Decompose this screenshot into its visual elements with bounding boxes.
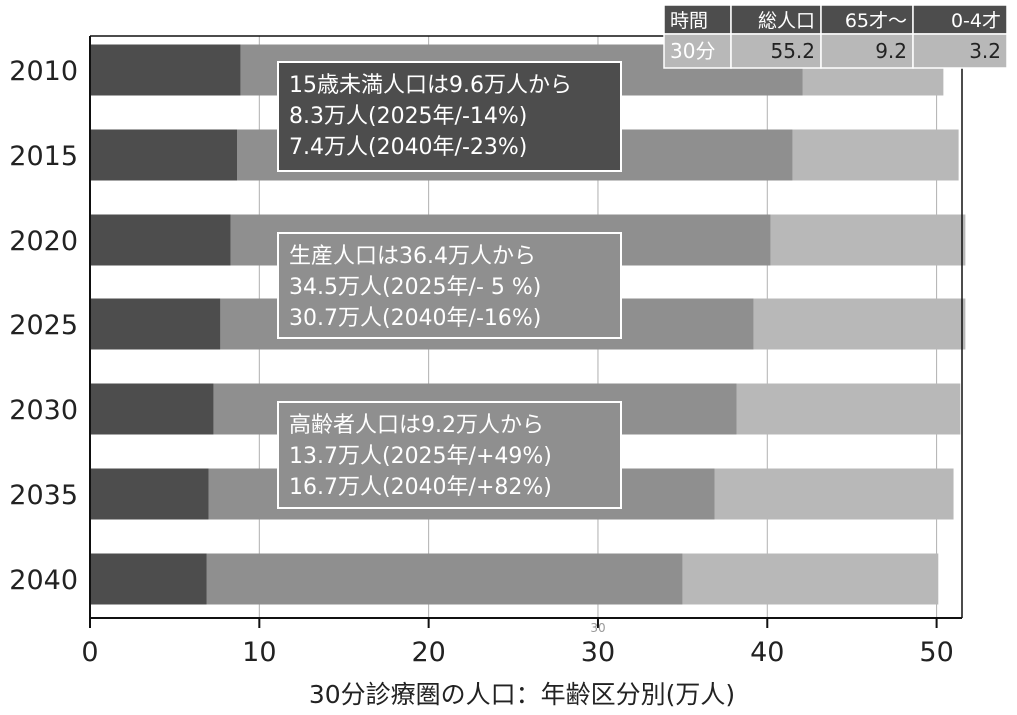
summary-table: 時間 総人口 65才～ 0-4才 30分 55.2 9.2 3.2 [663,4,1008,69]
annotation-2-line-2: 34.5万人(2025年/- 5 %) [289,275,541,300]
x-tick-label-20: 20 [411,637,445,668]
small-axis-mark: 30 [590,621,605,635]
annotations-layer: 15歳未満人口は9.6万人から 8.3万人(2025年/-14%) 7.4万人(20… [277,61,622,509]
bar-2010-segment-1 [90,44,241,96]
bar-2015-segment-1 [90,129,238,181]
table-value-3: 9.2 [875,39,907,63]
table-value-4: 3.2 [969,39,1001,63]
annotation-2-line-3: 30.7万人(2040年/-16%) [289,306,541,331]
table-value-2: 55.2 [770,39,815,63]
x-tick-label-30: 30 [581,637,615,668]
bar-2030-segment-3 [736,383,961,435]
bar-2020-segment-3 [770,214,966,266]
bar-2040-segment-3 [682,553,939,605]
annotation-1-line-1: 15歳未満人口は9.6万人から [289,73,572,98]
bar-2020-segment-1 [90,214,231,266]
x-axis-label: 30分診療圏の人口：年齢区分別(万人) [309,680,735,709]
table-row-cell-1 [663,33,732,69]
bar-2025-segment-1 [90,298,221,350]
bar-2035-segment-3 [714,468,954,520]
table-header-2: 総人口 [758,10,815,32]
table-row-cell-4 [912,33,1008,69]
annotation-2-line-1: 生産人口は36.4万人から [289,244,536,269]
bar-2035-segment-1 [90,468,209,520]
y-tick-label-2025: 2025 [9,310,78,341]
bar-2030-segment-1 [90,383,214,435]
annotation-box-1 [277,61,622,172]
table-value-1: 30分 [670,39,715,63]
annotation-box-3 [277,401,622,509]
table-header-1: 時間 [670,10,708,32]
y-tick-label-2020: 2020 [9,226,78,257]
annotation-1-line-2: 8.3万人(2025年/-14%) [289,104,527,129]
y-tick-label-2015: 2015 [9,141,78,172]
table-header-3: 65才～ [845,10,907,32]
table-header-4: 0-4才 [951,10,1001,32]
y-tick-label-2035: 2035 [9,480,78,511]
annotation-3-line-3: 16.7万人(2040年/+82%) [289,475,552,500]
bar-2040-segment-2 [206,553,683,605]
x-tick-label-10: 10 [242,637,276,668]
y-tick-label-2040: 2040 [9,565,78,596]
annotation-1-line-3: 7.4万人(2040年/-23%) [289,135,527,160]
table-header-cell-4 [912,4,1008,35]
y-tick-label-2030: 2030 [9,395,78,426]
bar-2015-segment-3 [792,129,959,181]
bar-2025-segment-3 [753,298,966,350]
x-tick-label-0: 0 [81,637,98,668]
annotation-box-2 [277,232,622,339]
bar-2040-segment-1 [90,553,207,605]
x-tick-label-40: 40 [750,637,784,668]
annotation-3-line-2: 13.7万人(2025年/+49%) [289,444,552,469]
y-tick-label-2010: 2010 [9,56,78,87]
x-tick-label-50: 50 [919,637,953,668]
table-row-cell-3 [820,33,914,69]
annotation-3-line-1: 高齢者人口は9.2万人から [289,413,544,438]
